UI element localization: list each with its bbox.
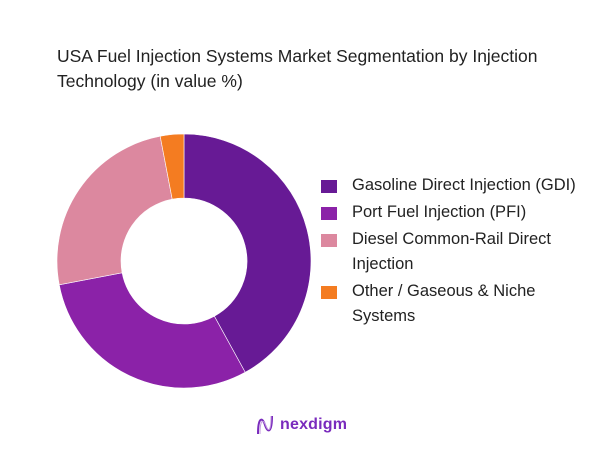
legend-item-other: Other / Gaseous & Niche Systems [321,279,591,329]
legend-swatch-icon [321,234,337,247]
legend-swatch-icon [321,286,337,299]
donut-chart [56,133,312,389]
nexdigm-wave-logo-icon [257,415,273,435]
slice-other [159,133,185,200]
logo-text: nexdigm [280,416,348,433]
legend-label: Gasoline Direct Injection (GDI) [352,176,576,194]
nexdigm-logo: nexdigm [256,414,347,436]
legend-item-pfi: Port Fuel Injection (PFI) [321,200,591,225]
chart-title: USA Fuel Injection Systems Market Segmen… [57,46,538,91]
legend-swatch-icon [321,207,337,220]
chart-legend: Gasoline Direct Injection (GDI) Port Fue… [321,173,591,331]
slice-pfi [58,272,246,389]
slice-diesel [56,135,173,286]
legend-item-diesel: Diesel Common-Rail Direct Injection [321,227,591,277]
legend-swatch-icon [321,180,337,193]
legend-label: Other / Gaseous & Niche Systems [352,282,536,325]
slice-gdi [183,133,312,373]
legend-item-gdi: Gasoline Direct Injection (GDI) [321,173,591,198]
legend-label: Port Fuel Injection (PFI) [352,203,527,221]
legend-label: Diesel Common-Rail Direct Injection [352,230,551,273]
